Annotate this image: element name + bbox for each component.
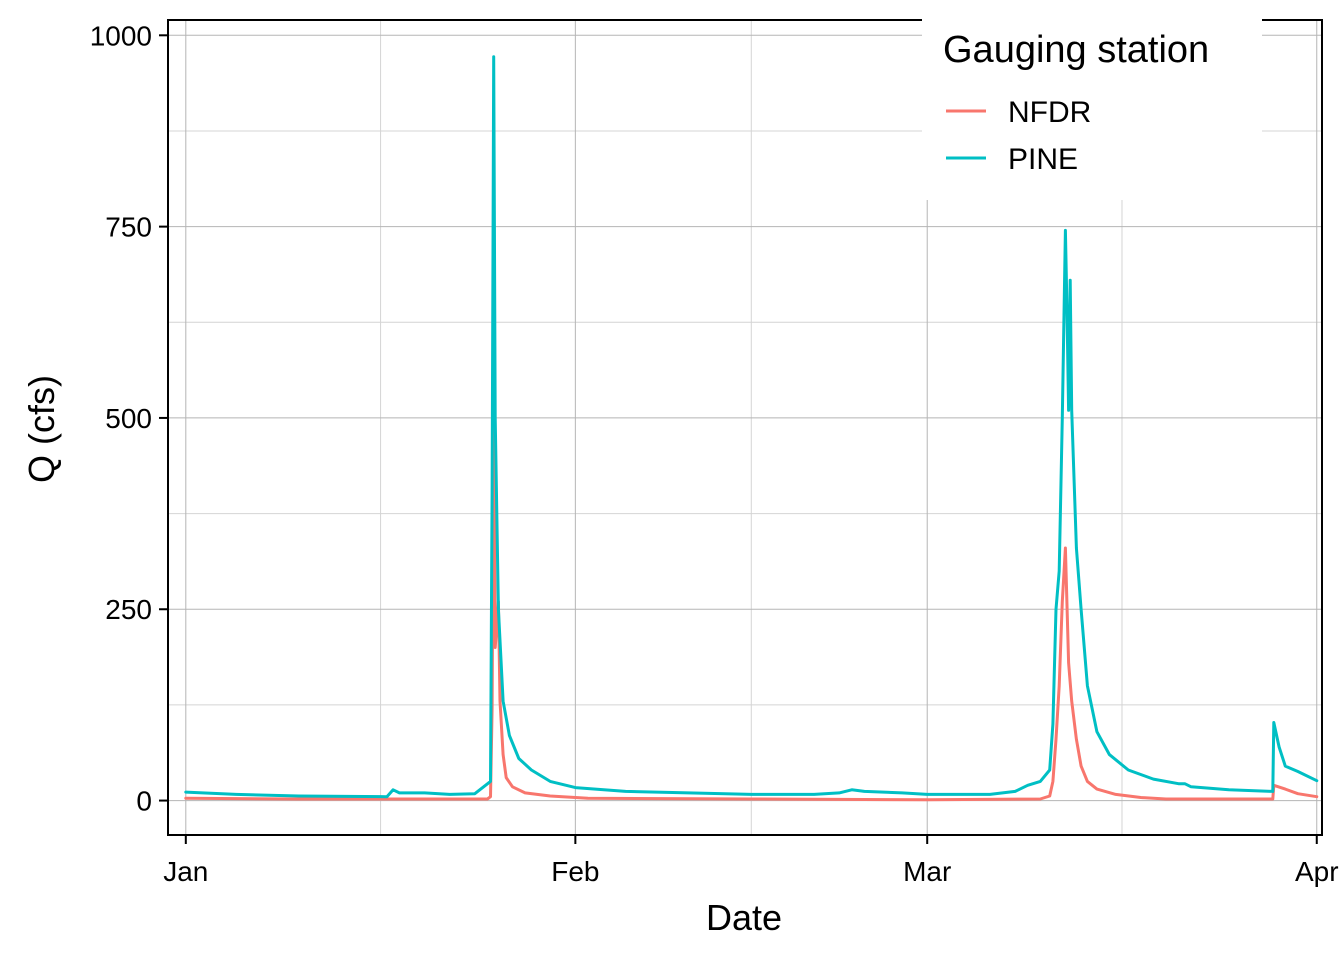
x-axis-ticks: Jan Feb Mar Apr (163, 835, 1339, 887)
major-gridlines (168, 20, 1322, 835)
series-line-nfdr (184, 385, 1319, 802)
legend: Gauging station NFDR PINE (922, 18, 1262, 200)
legend-title: Gauging station (943, 29, 1209, 71)
y-axis-title: Q (cfs) (21, 375, 62, 483)
y-tick-label: 0 (136, 786, 152, 817)
y-tick-label: 500 (105, 403, 152, 434)
plot-panel-border (167, 19, 1323, 836)
x-axis-title: Date (706, 897, 782, 938)
y-tick-label: 750 (105, 212, 152, 243)
series-layer (184, 55, 1319, 802)
x-tick-label: Mar (903, 856, 951, 887)
legend-box (922, 18, 1262, 200)
legend-label-pine: PINE (1008, 143, 1078, 176)
x-tick-label: Feb (551, 856, 599, 887)
y-axis-ticks: 0 250 500 750 1000 (90, 20, 168, 817)
x-tick-label: Jan (163, 856, 208, 887)
series-line-pine (184, 55, 1319, 799)
legend-label-nfdr: NFDR (1008, 96, 1091, 129)
legend-items: NFDR PINE (946, 96, 1091, 176)
y-tick-label: 1000 (90, 20, 152, 51)
x-tick-label: Apr (1295, 856, 1339, 887)
y-tick-label: 250 (105, 594, 152, 625)
